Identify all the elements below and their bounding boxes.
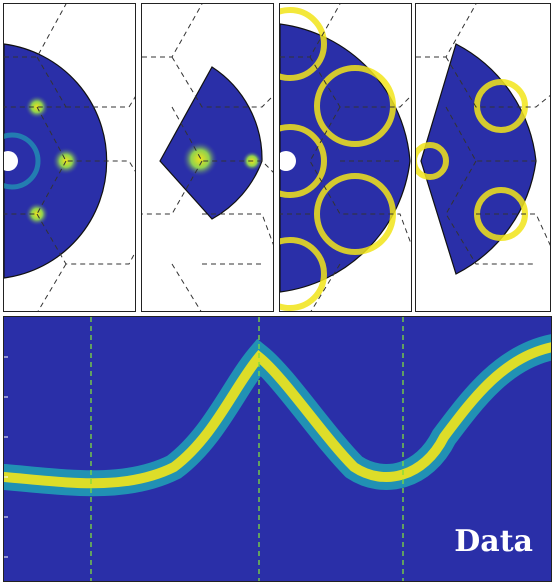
panel-4 [415,3,551,312]
panel-2-plot [142,4,274,312]
sector [160,67,262,219]
panel-1 [3,3,136,312]
panel-1-plot [4,4,136,312]
bottom-panel: Data [3,316,552,582]
panel-2 [141,3,274,312]
band-outer [4,347,552,483]
ticks [4,357,8,557]
sector [421,44,536,274]
data-label: Data [454,524,533,559]
panel-3 [279,3,412,312]
panel-3-plot [280,4,412,312]
panel-4-plot [416,4,551,312]
